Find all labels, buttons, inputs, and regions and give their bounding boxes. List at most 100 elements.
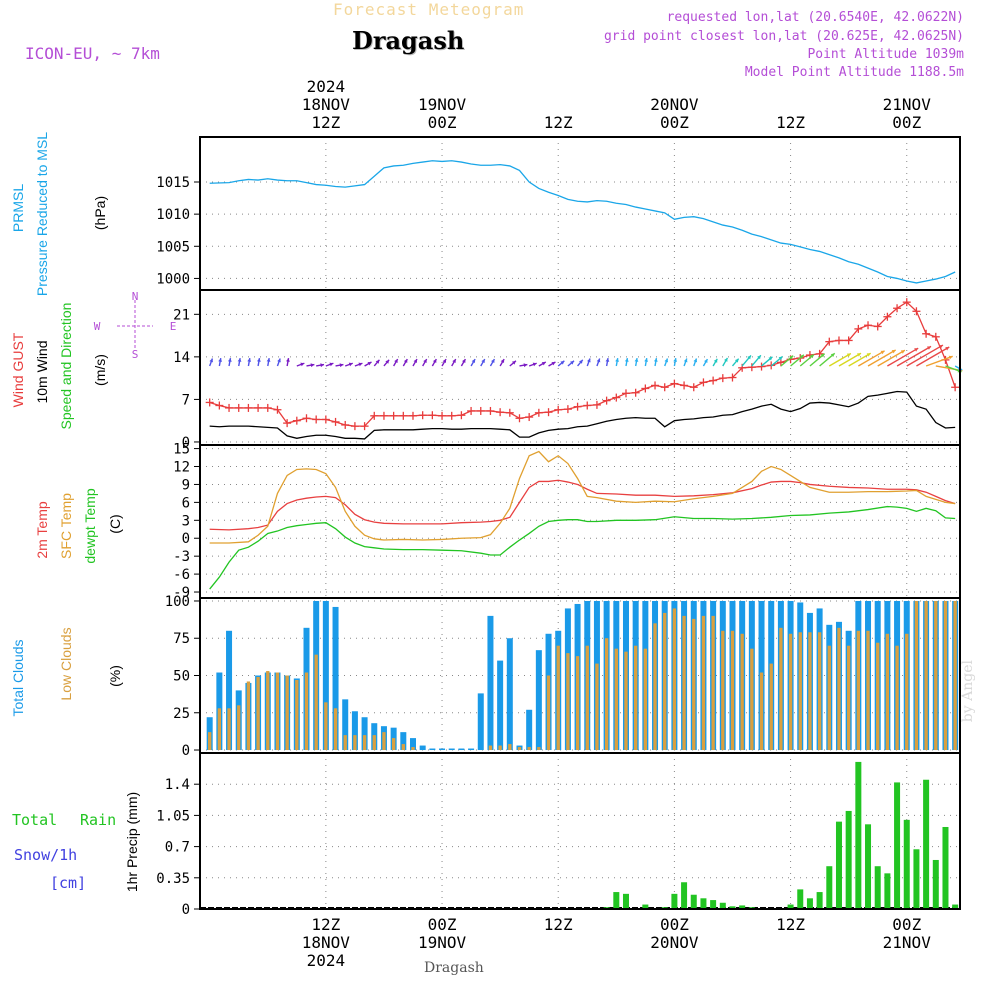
low-cloud-bar: [856, 630, 860, 751]
time-axis-bottom-label: 20NOV: [650, 933, 699, 952]
compass-south: S: [132, 348, 139, 361]
total-cloud-bar: [409, 738, 416, 751]
low-cloud-bar: [546, 675, 551, 751]
wind-direction-arrow: [354, 362, 363, 367]
gust-marker: [834, 336, 843, 345]
gust-marker: [883, 312, 892, 321]
wind-arrow-head: [551, 361, 556, 366]
wind-direction-arrow: [615, 357, 619, 367]
temperature-ytick-label: -3: [173, 549, 190, 565]
rain-bar: [816, 892, 823, 909]
wind-direction-arrow: [577, 359, 584, 367]
wind-direction-arrow: [227, 357, 232, 367]
wind-direction-arrow: [499, 358, 505, 367]
wind-arrow-head: [209, 358, 214, 363]
wind-arrow-head: [512, 360, 516, 365]
time-axis-bottom-label: 18NOV: [302, 933, 351, 952]
low-cloud-bar: [217, 708, 222, 751]
wind-arrow-head: [634, 358, 639, 362]
total-cloud-bar: [458, 748, 465, 751]
rain-bar: [806, 898, 813, 909]
wind-arrow-shaft: [887, 347, 919, 367]
rain-bar: [835, 821, 842, 909]
low-cloud-bar: [624, 651, 628, 751]
rain-bar: [855, 761, 862, 909]
rain-bar: [739, 905, 746, 909]
rain-bar: [932, 859, 939, 909]
low-cloud-bar: [730, 630, 735, 751]
rain-bar: [700, 898, 707, 909]
low-cloud-bar: [769, 663, 773, 751]
gust-marker: [631, 388, 640, 397]
wind-ytick-label: 0: [182, 435, 190, 451]
total-cloud-bar: [487, 615, 494, 751]
gust-marker: [893, 304, 902, 313]
low-cloud-bar: [798, 632, 802, 751]
wind-direction-arrow: [344, 362, 353, 367]
wind-direction-arrow: [848, 352, 872, 367]
compass-east: E: [170, 320, 177, 333]
wind-direction-arrow: [276, 358, 281, 367]
gust-marker: [651, 381, 660, 390]
wind-arrow-head: [500, 359, 505, 364]
gust-marker: [370, 411, 379, 420]
precip-axis-title: 1hr Precip (mm): [124, 792, 140, 892]
wind-arrow-head: [266, 358, 271, 362]
gust-marker: [825, 337, 834, 346]
time-axis-bottom-label: 12Z: [544, 915, 573, 934]
total-cloud-bar: [361, 717, 368, 751]
gust-marker: [902, 298, 911, 307]
gust-marker: [234, 403, 243, 412]
wind-arrow-shaft: [857, 350, 885, 367]
low-cloud-bar: [914, 600, 919, 751]
low-cloud-bar: [314, 654, 318, 751]
wind-direction-arrow: [306, 363, 315, 368]
wind-direction-arrow: [761, 356, 773, 367]
wind-arrow-head: [624, 358, 629, 362]
wind-direction-arrow: [722, 357, 729, 367]
precip-legend-label: Total: [12, 811, 57, 829]
low-cloud-bar: [285, 675, 289, 751]
total-cloud-bar: [439, 748, 446, 751]
rain-bar: [719, 902, 726, 909]
time-axis-bottom-label: 21NOV: [883, 933, 932, 952]
chart-title: Dragash: [352, 26, 465, 55]
wind-arrow-head: [734, 358, 739, 363]
wind-ytick-label: 14: [173, 350, 190, 366]
low-cloud-bar: [353, 735, 357, 751]
wind-direction-arrow: [412, 358, 418, 367]
chart-supertitle: Forecast Meteogram: [333, 0, 525, 19]
rain-bar: [942, 826, 949, 909]
rain-bar: [913, 849, 920, 909]
model-label: ICON-EU, ~ 7km: [25, 44, 160, 63]
rain-bar: [642, 904, 649, 909]
wind-direction-arrow: [819, 352, 836, 367]
wind-direction-arrow: [877, 349, 906, 367]
gust-marker: [922, 329, 931, 338]
time-axis-top-label: 12Z: [544, 113, 573, 132]
wind-direction-arrow: [838, 352, 862, 367]
low-cloud-bar: [672, 608, 677, 751]
total-cloud-bar: [468, 748, 475, 751]
temperature-ytick-label: 6: [182, 495, 190, 511]
wind-arrow-head: [237, 358, 242, 362]
wind-arrow-head: [277, 358, 281, 363]
wind-arrow-head: [385, 359, 390, 364]
wind-direction-arrow: [364, 361, 372, 367]
low-cloud-bar: [537, 747, 541, 751]
wind-direction-arrow: [896, 345, 932, 367]
wind-arrow-head: [713, 358, 718, 363]
low-cloud-bar: [246, 681, 251, 751]
total-cloud-bar: [322, 600, 329, 751]
wind-direction-arrow: [247, 357, 252, 367]
gust-marker: [225, 403, 234, 412]
total-cloud-bar: [400, 732, 407, 751]
low-cloud-bar: [595, 663, 599, 751]
wind-direction-arrow: [693, 358, 698, 367]
rain-bar: [710, 900, 717, 909]
wind-direction-arrow: [519, 363, 528, 368]
time-axis-top-label: 20NOV: [650, 95, 699, 114]
gust-marker: [350, 422, 359, 431]
precip-ytick-label: 0.35: [156, 871, 190, 887]
low-cloud-bar: [808, 632, 812, 751]
